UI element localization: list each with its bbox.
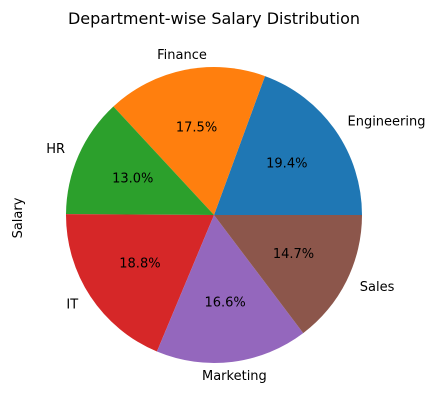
pie-slices bbox=[65, 67, 362, 364]
percent-label-finance: 17.5% bbox=[176, 120, 217, 135]
category-label-finance: Finance bbox=[157, 48, 207, 63]
percent-label-hr: 13.0% bbox=[112, 172, 153, 187]
category-label-marketing: Marketing bbox=[202, 369, 267, 384]
slice-sales bbox=[214, 215, 362, 334]
percent-label-it: 18.8% bbox=[119, 256, 160, 271]
slice-it bbox=[65, 214, 215, 352]
slice-finance bbox=[113, 67, 266, 216]
slice-engineering bbox=[214, 76, 362, 215]
y-axis-label: Salary bbox=[11, 197, 26, 238]
category-label-engineering: Engineering bbox=[347, 114, 425, 129]
chart-title: Department-wise Salary Distribution bbox=[68, 9, 360, 28]
category-label-hr: HR bbox=[46, 142, 65, 157]
percent-label-marketing: 16.6% bbox=[204, 296, 245, 311]
slice-hr bbox=[66, 106, 214, 215]
category-labels: Engineering Finance HR IT Marketing Sales bbox=[46, 48, 425, 384]
category-label-it: IT bbox=[66, 297, 78, 312]
slice-marketing bbox=[156, 215, 304, 364]
percent-label-sales: 14.7% bbox=[273, 247, 314, 262]
category-label-sales: Sales bbox=[360, 280, 395, 295]
percent-labels: 19.4% 17.5% 13.0% 18.8% 16.6% 14.7% bbox=[112, 120, 314, 310]
percent-label-engineering: 19.4% bbox=[266, 157, 307, 172]
